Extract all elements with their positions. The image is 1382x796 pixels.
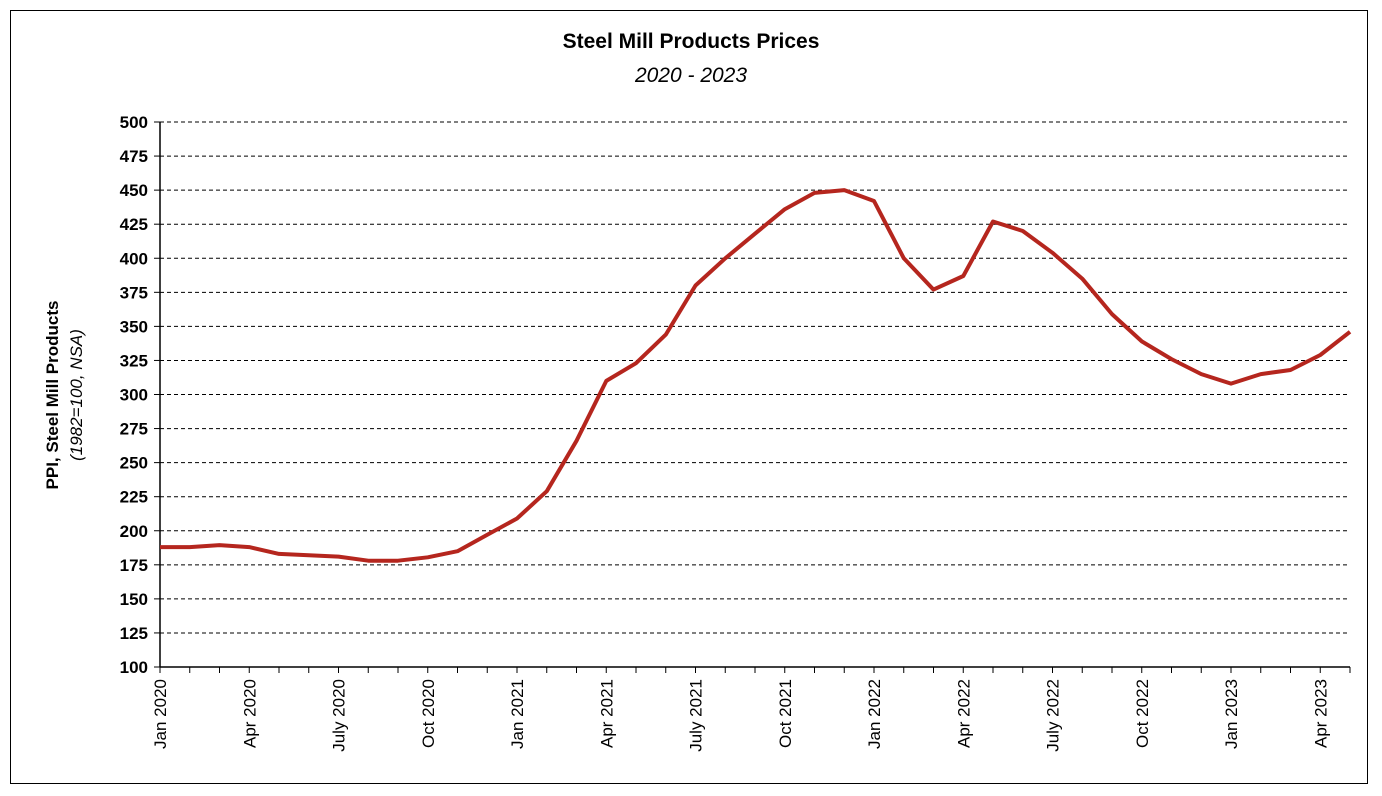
x-tick-label: Jan 2021 xyxy=(508,679,527,749)
series-line-ppi xyxy=(160,188,1352,563)
x-tick-label: Apr 2020 xyxy=(240,679,259,748)
x-tick-label: Apr 2023 xyxy=(1311,679,1330,748)
y-tick-label: 125 xyxy=(120,624,148,643)
y-axis-sublabel: (1982=100, NSA) xyxy=(67,329,86,461)
x-tick-label: July 2021 xyxy=(687,679,706,752)
series-group xyxy=(160,188,1352,563)
x-tick-labels: Jan 2020 Apr 2020 July 2020 Oct 2020 Jan 202… xyxy=(151,667,1351,752)
y-tick-label: 475 xyxy=(120,147,148,166)
y-tick-label: 200 xyxy=(120,522,148,541)
y-tick-label: 425 xyxy=(120,215,148,234)
y-tick-labels: 100 125 150 175 200 225 250 275 300 325 350 375 400 4… xyxy=(120,113,160,677)
y-tick-label: 225 xyxy=(120,488,148,507)
x-tick-label: Oct 2020 xyxy=(419,679,438,748)
x-tick-label: July 2020 xyxy=(330,679,349,752)
x-tick-label: Jan 2020 xyxy=(151,679,170,749)
y-tick-label: 450 xyxy=(120,181,148,200)
y-tick-label: 250 xyxy=(120,454,148,473)
x-tick-label: Oct 2021 xyxy=(776,679,795,748)
y-tick-label: 150 xyxy=(120,590,148,609)
y-tick-label: 325 xyxy=(120,351,148,370)
y-axis-label: PPI, Steel Mill Products xyxy=(43,301,62,490)
y-tick-label: 175 xyxy=(120,556,148,575)
chart-frame xyxy=(10,10,1368,784)
x-tick-label: Apr 2022 xyxy=(954,679,973,748)
x-tick-label: Apr 2021 xyxy=(597,679,616,748)
x-tick-label: Jan 2022 xyxy=(865,679,884,749)
gridlines xyxy=(160,121,1350,634)
y-tick-label: 375 xyxy=(120,283,148,302)
x-tick-label: July 2022 xyxy=(1044,679,1063,752)
chart-title: Steel Mill Products Prices xyxy=(562,30,820,53)
y-tick-label: 275 xyxy=(120,420,148,439)
chart-subtitle: 2020 - 2023 xyxy=(634,64,748,87)
y-tick-label: 350 xyxy=(120,317,148,336)
y-tick-label: 500 xyxy=(120,113,148,132)
x-tick-label: Jan 2023 xyxy=(1222,679,1241,749)
y-tick-label: 300 xyxy=(120,386,148,405)
y-tick-label: 400 xyxy=(120,249,148,268)
y-tick-label: 100 xyxy=(120,658,148,677)
x-tick-label: Oct 2022 xyxy=(1133,679,1152,748)
